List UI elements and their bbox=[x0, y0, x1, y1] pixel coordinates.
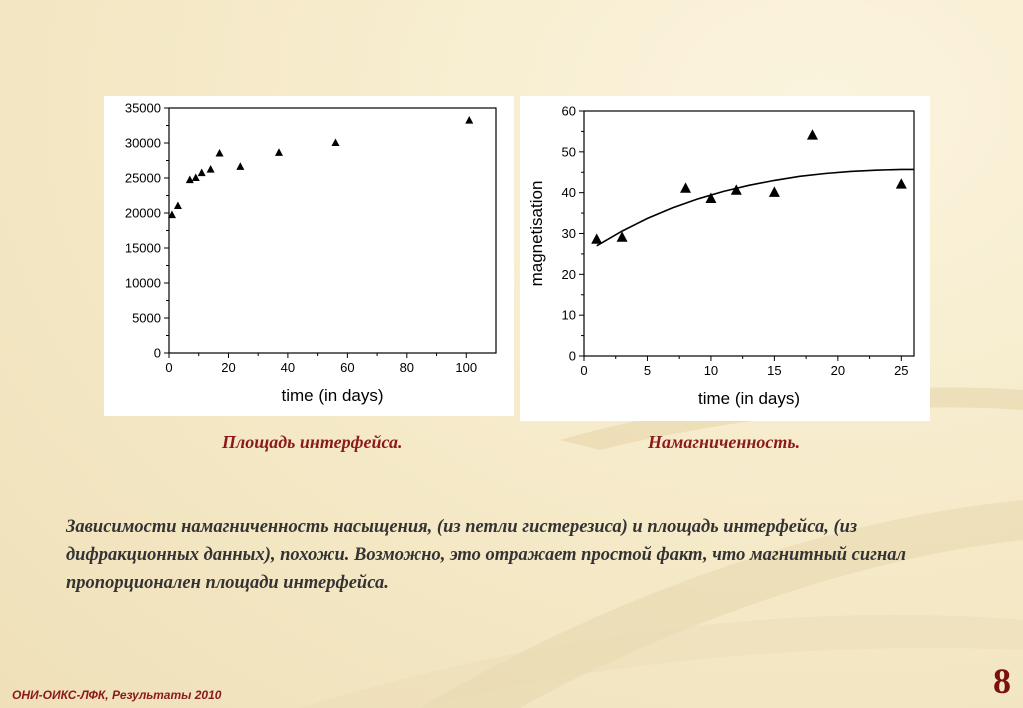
magnetisation-chart: 0 5 10 15 20 25 0 10 20 30 40 50 60 time (in days) mag… bbox=[520, 96, 930, 421]
data-point-triangle bbox=[680, 182, 692, 193]
data-point-triangle bbox=[215, 148, 224, 157]
data-point-triangle bbox=[206, 165, 215, 173]
data-point-triangle bbox=[274, 148, 283, 156]
data-point-triangle bbox=[730, 184, 742, 195]
y-tick-label: 20 bbox=[562, 267, 576, 282]
x-axis-label: time (in days) bbox=[698, 389, 800, 408]
x-tick-label: 20 bbox=[831, 363, 845, 378]
x-tick-label: 5 bbox=[644, 363, 651, 378]
data-point-triangle bbox=[895, 178, 907, 189]
y-tick-label: 60 bbox=[562, 104, 576, 119]
caption-magnetisation: Намагниченность. bbox=[648, 432, 801, 452]
x-tick-label: 60 bbox=[340, 360, 354, 375]
y-tick-label: 50 bbox=[562, 144, 576, 159]
y-tick-label: 35000 bbox=[125, 101, 161, 116]
x-tick-label: 40 bbox=[281, 360, 295, 375]
x-tick-label: 80 bbox=[400, 360, 414, 375]
y-tick-label: 25000 bbox=[125, 171, 161, 186]
x-tick-label: 0 bbox=[580, 363, 587, 378]
y-tick-label: 10 bbox=[562, 308, 576, 323]
data-point-triangle bbox=[197, 168, 206, 177]
y-tick-label: 0 bbox=[154, 346, 161, 361]
data-point-triangle bbox=[465, 116, 474, 124]
data-point-triangle bbox=[236, 162, 245, 170]
data-point-triangle bbox=[591, 233, 603, 244]
caption-interface-area: Площадь интерфейса. bbox=[222, 432, 403, 452]
y-tick-label: 15000 bbox=[125, 241, 161, 256]
y-tick-label: 10000 bbox=[125, 276, 161, 291]
page-number: 8 bbox=[993, 661, 1011, 701]
data-point-triangle bbox=[185, 175, 194, 184]
x-tick-label: 0 bbox=[165, 360, 172, 375]
data-point-triangle bbox=[806, 129, 818, 140]
fit-curve-line bbox=[596, 168, 914, 247]
data-point-triangle bbox=[173, 201, 182, 210]
x-tick-label: 20 bbox=[221, 360, 235, 375]
data-point-triangle bbox=[167, 210, 176, 219]
y-tick-label: 5000 bbox=[132, 311, 161, 326]
y-tick-label: 30 bbox=[562, 226, 576, 241]
data-point-triangle bbox=[705, 192, 717, 203]
y-tick-label: 30000 bbox=[125, 136, 161, 151]
magnetisation-chart-svg: 0 5 10 15 20 25 0 10 20 30 40 50 60 time (in days) mag… bbox=[527, 104, 915, 408]
x-tick-label: 25 bbox=[894, 363, 908, 378]
data-point-triangle bbox=[191, 173, 200, 182]
data-point-triangle bbox=[768, 186, 780, 197]
y-tick-label: 20000 bbox=[125, 206, 161, 221]
y-tick-label: 40 bbox=[562, 185, 576, 200]
footer-text: ОНИ-ОИКС-ЛФК, Результаты 2010 bbox=[12, 688, 222, 702]
y-tick-label: 0 bbox=[569, 349, 576, 364]
x-tick-label: 10 bbox=[704, 363, 718, 378]
y-axis-label: magnetisation bbox=[527, 181, 546, 287]
core-surface-chart-svg: 0 20 40 60 80 100 0 5000 10000 15000 20000 25000 300… bbox=[85, 101, 497, 405]
x-tick-label: 100 bbox=[455, 360, 477, 375]
x-axis-label: time (in days) bbox=[281, 386, 383, 405]
data-point-triangle bbox=[331, 138, 340, 147]
plot-frame bbox=[583, 110, 915, 357]
conclusion-paragraph: Зависимости намагниченность насыщения, (… bbox=[66, 517, 907, 593]
core-surface-chart: 0 20 40 60 80 100 0 5000 10000 15000 20000 25000 300… bbox=[85, 96, 514, 416]
data-point-triangle bbox=[616, 231, 628, 242]
x-tick-label: 15 bbox=[767, 363, 781, 378]
